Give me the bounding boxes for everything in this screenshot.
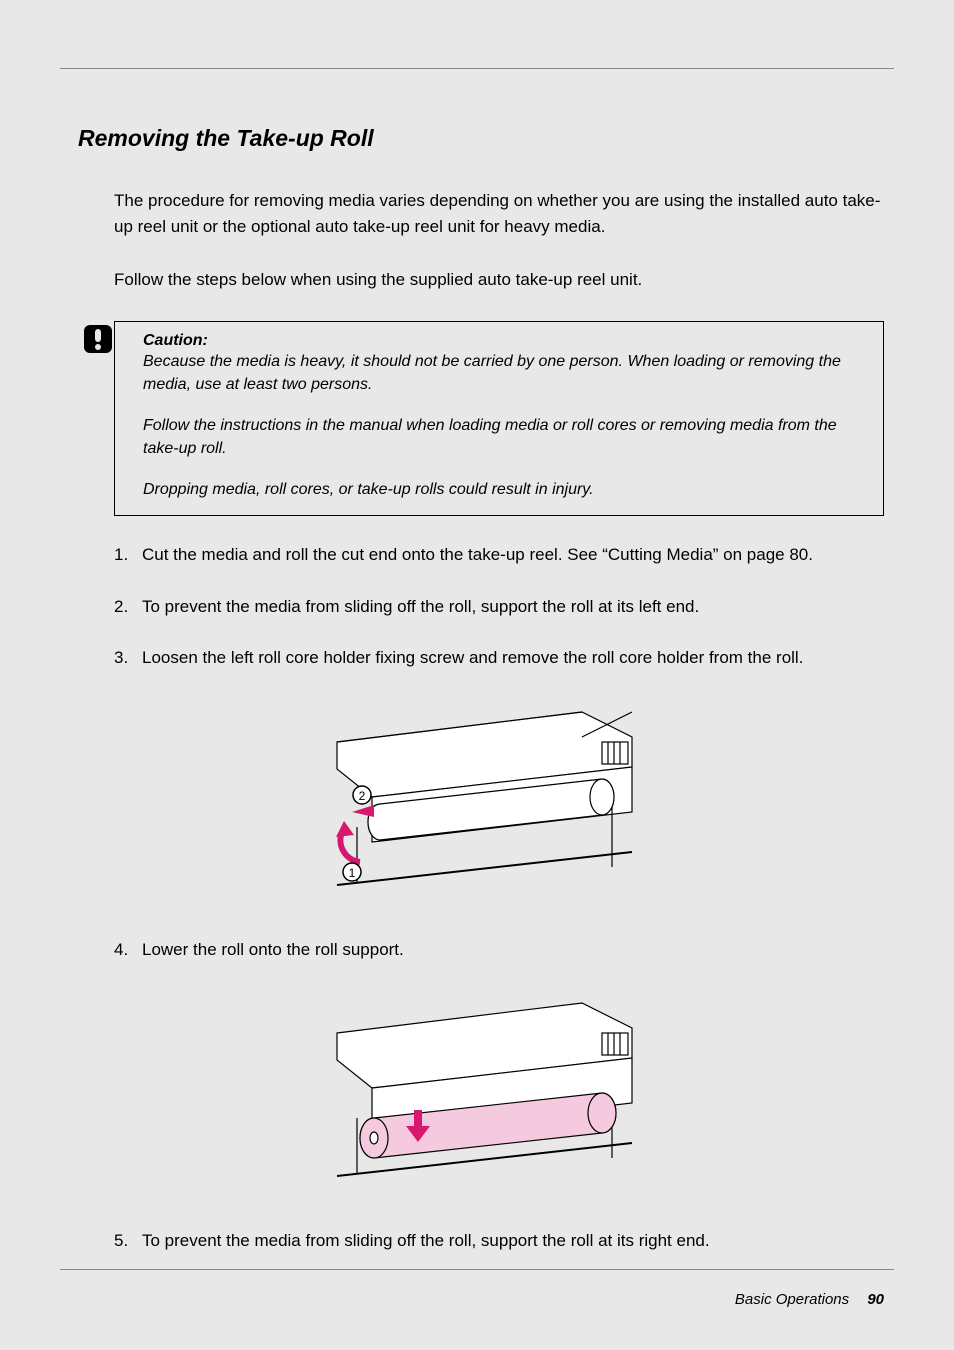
footer-rule [60,1269,894,1270]
figure1-label-2: 2 [359,789,366,803]
top-rule [60,68,894,69]
figure-2 [60,988,894,1188]
step-number: 3. [114,645,142,671]
step-text: Loosen the left roll core holder fixing … [142,645,803,671]
intro-paragraph-2: Follow the steps below when using the su… [114,267,884,293]
step-number: 4. [114,937,142,963]
step-3: 3. Loosen the left roll core holder fixi… [114,645,884,671]
step-text: To prevent the media from sliding off th… [142,1228,710,1254]
section-title: Removing the Take-up Roll [78,125,894,152]
step-text: Lower the roll onto the roll support. [142,937,404,963]
step-number: 1. [114,542,142,568]
figure1-label-1: 1 [349,866,356,880]
page-footer: Basic Operations 90 [735,1291,884,1308]
footer-section-name: Basic Operations [735,1291,849,1308]
page-content: Removing the Take-up Roll The procedure … [0,0,954,1254]
step-5: 5. To prevent the media from sliding off… [114,1228,884,1254]
intro-paragraph-1: The procedure for removing media varies … [114,188,884,239]
caution-text-3: Dropping media, roll cores, or take-up r… [143,478,869,501]
step-4: 4. Lower the roll onto the roll support. [114,937,884,963]
step-number: 2. [114,594,142,620]
step-text: To prevent the media from sliding off th… [142,594,699,620]
footer-page-number: 90 [867,1291,884,1308]
caution-text-2: Follow the instructions in the manual wh… [143,414,869,460]
step-number: 5. [114,1228,142,1254]
step-text: Cut the media and roll the cut end onto … [142,542,813,568]
caution-text-1: Because the media is heavy, it should no… [143,350,869,396]
caution-icon [83,324,113,354]
caution-label: Caution: [143,332,869,350]
caution-box: Caution: Because the media is heavy, it … [114,321,884,517]
step-1: 1. Cut the media and roll the cut end on… [114,542,884,568]
step-2: 2. To prevent the media from sliding off… [114,594,884,620]
figure-1: 1 2 [60,697,894,897]
